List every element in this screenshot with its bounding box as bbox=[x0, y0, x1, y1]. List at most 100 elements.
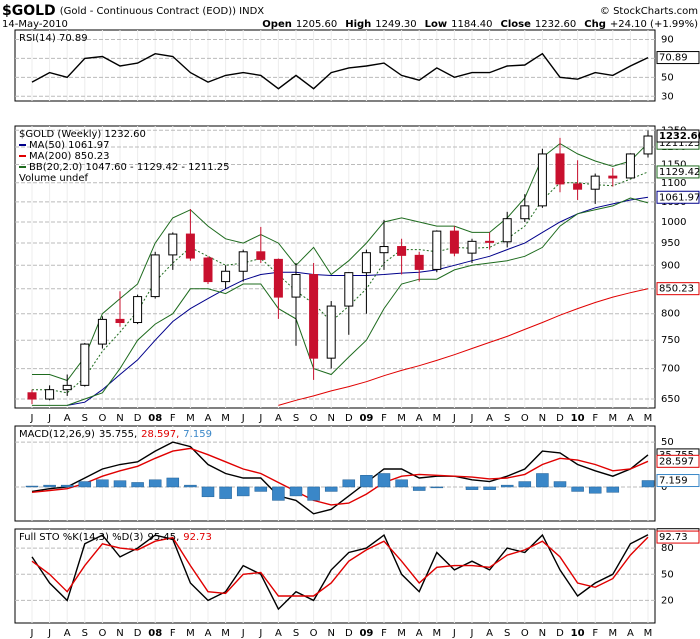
legend: Full STO %K(14,3) %D(3) 95.45, 92.73 bbox=[19, 532, 212, 543]
x-tick-label: A bbox=[416, 628, 423, 639]
histogram-bar bbox=[395, 479, 408, 488]
candle-body bbox=[397, 246, 407, 256]
x-tick-label: M bbox=[186, 413, 195, 424]
histogram-bar bbox=[536, 473, 549, 488]
histogram-bar bbox=[254, 486, 268, 492]
x-tick-label: M bbox=[644, 628, 653, 639]
histogram-bar bbox=[148, 479, 162, 488]
stat-value: 1184.40 bbox=[451, 19, 492, 30]
candle-body bbox=[643, 135, 653, 155]
legend-label: BB(20,2.0) 1047.60 - 1129.42 - 1211.25 bbox=[29, 162, 230, 173]
x-tick-label: A bbox=[64, 413, 71, 424]
x-tick-label: F bbox=[592, 413, 598, 424]
value-tag bbox=[656, 165, 700, 179]
panel-frame bbox=[14, 125, 656, 409]
histogram-bar bbox=[113, 480, 127, 488]
candle-body bbox=[326, 305, 336, 359]
legend: RSI(14) 70.89 bbox=[19, 33, 88, 44]
value-tag bbox=[656, 454, 700, 468]
y-tick-label: 20 bbox=[661, 595, 674, 606]
x-tick-label: D bbox=[134, 628, 142, 639]
histogram-bar bbox=[465, 486, 479, 490]
x-tick-label: 10 bbox=[571, 413, 585, 424]
histogram-bar bbox=[500, 484, 514, 488]
chart-header: $GOLD (Gold - Continuous Contract (EOD)) … bbox=[2, 3, 264, 19]
histogram-bar bbox=[377, 473, 391, 488]
candle-body bbox=[520, 205, 530, 220]
x-tick-label: J bbox=[258, 628, 262, 639]
candle-body bbox=[238, 251, 248, 272]
candle-body bbox=[185, 233, 195, 259]
x-tick-label: F bbox=[381, 413, 387, 424]
x-tick-label: A bbox=[627, 628, 634, 639]
legend: MACD(12,26,9) 35.755, 28.597, 7.159 bbox=[19, 429, 212, 440]
candle-body bbox=[309, 274, 319, 359]
legend-value: 28.597, bbox=[141, 429, 179, 440]
value-tag bbox=[656, 282, 700, 296]
candle-body bbox=[379, 246, 389, 254]
value-tag bbox=[656, 190, 700, 204]
histogram-bar bbox=[78, 481, 92, 488]
x-tick-label: J bbox=[258, 413, 262, 424]
x-tick-label: N bbox=[116, 413, 123, 424]
x-tick-label: A bbox=[205, 628, 212, 639]
x-tick-label: J bbox=[47, 628, 51, 639]
stat-label: Close bbox=[501, 19, 532, 30]
x-tick-label: O bbox=[310, 628, 318, 639]
candle-body bbox=[221, 270, 231, 283]
x-tick-label: O bbox=[310, 413, 318, 424]
x-tick-label: 08 bbox=[148, 413, 162, 424]
legend-value: 92.73 bbox=[183, 532, 212, 543]
x-tick-label: N bbox=[539, 628, 546, 639]
histogram-bar bbox=[60, 484, 74, 488]
y-tick-label: 750 bbox=[661, 335, 680, 346]
x-tick-label: M bbox=[397, 413, 406, 424]
candle-body bbox=[537, 153, 547, 207]
series-line bbox=[32, 197, 649, 406]
x-tick-label: A bbox=[486, 628, 493, 639]
candle-body bbox=[344, 272, 354, 307]
value-tag-text: 1061.97 bbox=[659, 192, 700, 203]
x-tick-label: 09 bbox=[359, 628, 373, 639]
histogram-bar bbox=[518, 481, 532, 488]
candle-body bbox=[273, 258, 283, 298]
candle-body bbox=[590, 175, 600, 190]
candle-body bbox=[485, 240, 495, 243]
x-tick-label: J bbox=[241, 413, 245, 424]
copyright: © StockCharts.com bbox=[600, 6, 698, 17]
value-tag bbox=[656, 129, 700, 143]
x-tick-label: A bbox=[64, 628, 71, 639]
stat-value: 1232.60 bbox=[535, 19, 576, 30]
x-tick-label: D bbox=[345, 413, 353, 424]
histogram-bar bbox=[571, 486, 584, 492]
candle-body bbox=[608, 175, 618, 179]
histogram-bar bbox=[588, 486, 602, 494]
candle-body bbox=[414, 254, 424, 270]
x-tick-label: S bbox=[293, 628, 299, 639]
stat-value: 1249.30 bbox=[375, 19, 416, 30]
symbol-name: (Gold - Continuous Contract (EOD)) INDX bbox=[60, 6, 265, 17]
series-line bbox=[67, 196, 649, 406]
candle-body bbox=[432, 230, 442, 270]
series-line bbox=[31, 441, 649, 515]
histogram-bar bbox=[96, 479, 109, 488]
x-tick-label: 10 bbox=[571, 628, 585, 639]
series-line bbox=[31, 52, 649, 90]
candle-body bbox=[168, 233, 178, 256]
histogram-bar bbox=[430, 486, 444, 489]
candle-body bbox=[97, 318, 107, 345]
candle-body bbox=[555, 153, 565, 185]
legend-value: 95.45, bbox=[147, 532, 179, 543]
x-tick-label: J bbox=[30, 628, 34, 639]
legend-title: Full STO %K(14,3) %D(3) bbox=[19, 532, 144, 543]
symbol: $GOLD bbox=[2, 3, 56, 19]
y-tick-label: 50 bbox=[661, 437, 674, 448]
candle-body bbox=[361, 252, 371, 274]
legend-label: MA(50) 1061.97 bbox=[29, 140, 110, 151]
histogram-bar bbox=[43, 484, 56, 488]
histogram-bar bbox=[25, 485, 39, 488]
x-tick-label: S bbox=[82, 413, 88, 424]
histogram-bar bbox=[606, 486, 620, 493]
series-line bbox=[31, 447, 649, 506]
